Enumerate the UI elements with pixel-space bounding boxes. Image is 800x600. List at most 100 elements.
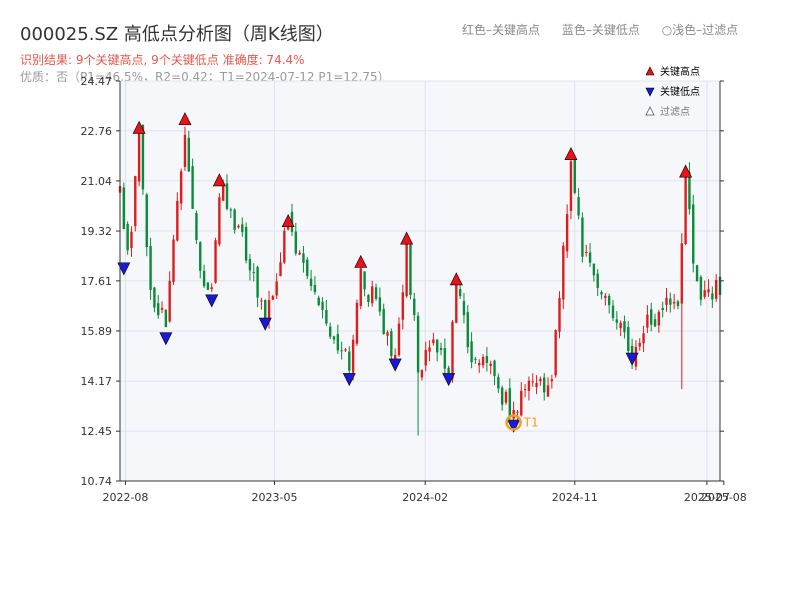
candle-body bbox=[328, 326, 332, 337]
marker-layer: T1 bbox=[117, 112, 693, 433]
candle-body bbox=[195, 213, 198, 241]
key-high-marker bbox=[132, 120, 146, 134]
candle-body bbox=[539, 378, 542, 382]
candle-body bbox=[267, 300, 271, 322]
candle-body bbox=[604, 295, 607, 298]
key-high-marker bbox=[679, 164, 693, 178]
candle-body bbox=[397, 323, 401, 356]
candle-body bbox=[680, 243, 683, 304]
candle-body bbox=[627, 326, 630, 352]
candle-body bbox=[523, 389, 527, 391]
chart-title: 000025.SZ 高低点分析图（周K线图） bbox=[20, 24, 334, 45]
candle-body bbox=[489, 363, 492, 367]
candle-body bbox=[470, 341, 473, 363]
candle-body bbox=[378, 297, 382, 312]
candle-body bbox=[581, 217, 584, 257]
candle-body bbox=[684, 176, 687, 244]
candle-body bbox=[577, 197, 580, 216]
legend-label: 过滤点 bbox=[660, 105, 690, 118]
top-legend: 红色–关键高点 蓝色–关键低点 ○浅色–过滤点 bbox=[462, 21, 738, 38]
key-high-marker bbox=[354, 254, 368, 268]
candle-body bbox=[321, 301, 324, 310]
key-high-marker bbox=[449, 272, 463, 286]
candle-body bbox=[435, 339, 439, 353]
y-tick-label: 19.32 bbox=[81, 225, 113, 238]
legend-key-low-symbol bbox=[645, 87, 655, 97]
x-tick-label: 2023-05 bbox=[252, 491, 298, 504]
t1-marker bbox=[505, 414, 522, 431]
candle-body bbox=[500, 387, 504, 405]
candle-body bbox=[229, 209, 233, 211]
candle-body bbox=[573, 159, 576, 193]
candle-body bbox=[485, 356, 489, 363]
top-legend-red: 红色–关键高点 bbox=[462, 23, 541, 37]
candle-body bbox=[164, 309, 168, 328]
candle-body bbox=[401, 292, 405, 320]
candle-body bbox=[650, 309, 653, 325]
candle-body bbox=[191, 166, 194, 209]
candle-body bbox=[172, 239, 175, 283]
candle-body bbox=[260, 300, 263, 302]
top-legend-blue: 蓝色–关键低点 bbox=[561, 23, 640, 37]
x-tick-label: 2024-11 bbox=[552, 491, 598, 504]
candle-body bbox=[569, 161, 573, 211]
candle-body bbox=[688, 172, 691, 210]
candle-body bbox=[714, 280, 718, 299]
legend-label: 关键低点 bbox=[660, 85, 700, 98]
candle-body bbox=[692, 204, 695, 264]
candle-body bbox=[466, 312, 469, 348]
candle-body bbox=[565, 214, 569, 252]
candle-body bbox=[233, 209, 236, 230]
candle-body bbox=[623, 321, 626, 333]
candle-body bbox=[703, 290, 706, 297]
candle-body bbox=[183, 134, 187, 168]
candle-body bbox=[355, 302, 359, 344]
candle-body bbox=[130, 231, 133, 249]
key-high-marker bbox=[281, 214, 295, 228]
x-tick-label: 2025-08 bbox=[701, 491, 747, 504]
candle-body bbox=[137, 130, 141, 182]
candle-body bbox=[588, 252, 592, 263]
candle-body bbox=[585, 252, 588, 254]
candle-body bbox=[202, 270, 206, 287]
candle-body bbox=[351, 339, 355, 373]
candle-body bbox=[516, 411, 519, 413]
key-low-marker bbox=[205, 294, 219, 308]
candle-body bbox=[141, 124, 145, 190]
key-low-marker bbox=[159, 332, 173, 346]
candle-body bbox=[653, 319, 657, 327]
top-legend-light: ○浅色–过滤点 bbox=[661, 23, 739, 37]
candle-body bbox=[424, 349, 427, 366]
candle-body bbox=[275, 281, 278, 296]
candle-body bbox=[225, 183, 229, 209]
candle-body bbox=[455, 283, 458, 323]
candle-body bbox=[218, 197, 221, 245]
key-high-marker bbox=[212, 173, 226, 187]
candle-body bbox=[478, 362, 481, 366]
candle-body bbox=[145, 194, 148, 247]
key-low-marker bbox=[258, 317, 272, 331]
key-high-marker bbox=[178, 112, 192, 126]
candle-body bbox=[546, 385, 550, 397]
recognition-result-text: 识别结果: 9个关键高点, 9个关键低点 准确度: 74.4% bbox=[20, 53, 305, 67]
candle-layer bbox=[118, 124, 722, 436]
y-tick-label: 24.47 bbox=[81, 75, 113, 88]
candle-body bbox=[497, 376, 500, 389]
key-low-marker bbox=[342, 373, 356, 387]
candle-body bbox=[313, 285, 317, 293]
y-tick-label: 12.45 bbox=[81, 425, 113, 438]
candle-body bbox=[283, 230, 286, 263]
candle-body bbox=[531, 381, 534, 383]
candle-body bbox=[241, 224, 244, 233]
candle-body bbox=[294, 231, 297, 254]
candle-body bbox=[271, 296, 275, 300]
candle-body bbox=[348, 351, 351, 371]
candle-body bbox=[168, 281, 171, 322]
candle-body bbox=[672, 302, 676, 304]
candle-body bbox=[126, 223, 129, 251]
candle-body bbox=[122, 187, 126, 230]
candle-body bbox=[562, 245, 565, 300]
candle-body bbox=[600, 292, 603, 295]
x-tick-label: 2022-08 bbox=[102, 491, 148, 504]
candle-body bbox=[481, 356, 485, 366]
